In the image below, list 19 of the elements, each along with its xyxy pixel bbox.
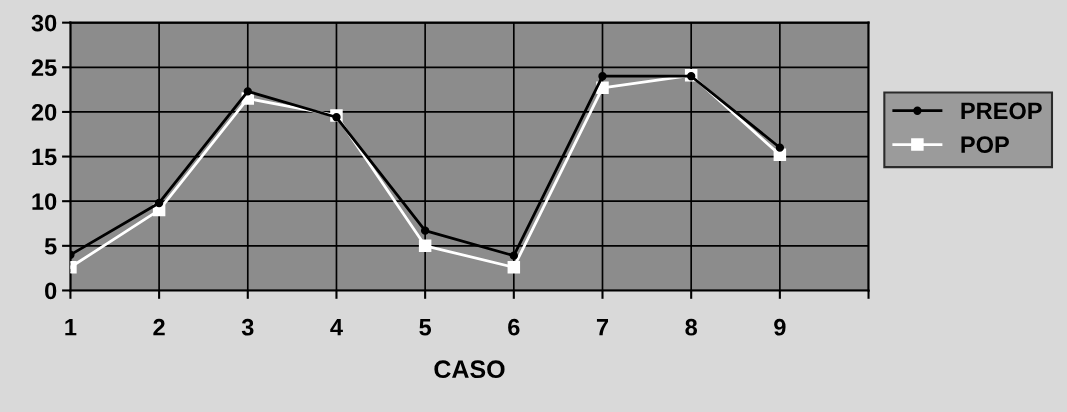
y-tick-label: 15	[32, 148, 57, 166]
x-tick-label: 9	[774, 318, 786, 336]
y-tick-label: 10	[32, 193, 57, 210]
y-tick-label: 0	[45, 282, 57, 300]
y-tick-label: 5	[44, 238, 57, 255]
x-tick-label: 3	[241, 318, 254, 336]
y-tick-label: 20	[31, 103, 57, 121]
legend-label: PREOP	[961, 102, 1042, 120]
x-axis-title: CASO	[434, 360, 505, 379]
x-tick-label: 1	[65, 319, 77, 336]
x-tick-label: 7	[596, 319, 609, 336]
x-tick-label: 2	[153, 318, 165, 336]
y-tick-label: 25	[31, 59, 57, 77]
x-tick-label: 5	[419, 319, 432, 336]
y-tick-label: 30	[31, 14, 57, 32]
legend-label: POP	[961, 136, 1009, 154]
x-tick-label: 4	[330, 319, 343, 336]
x-tick-label: 8	[685, 318, 698, 336]
x-tick-label: 6	[508, 318, 520, 336]
